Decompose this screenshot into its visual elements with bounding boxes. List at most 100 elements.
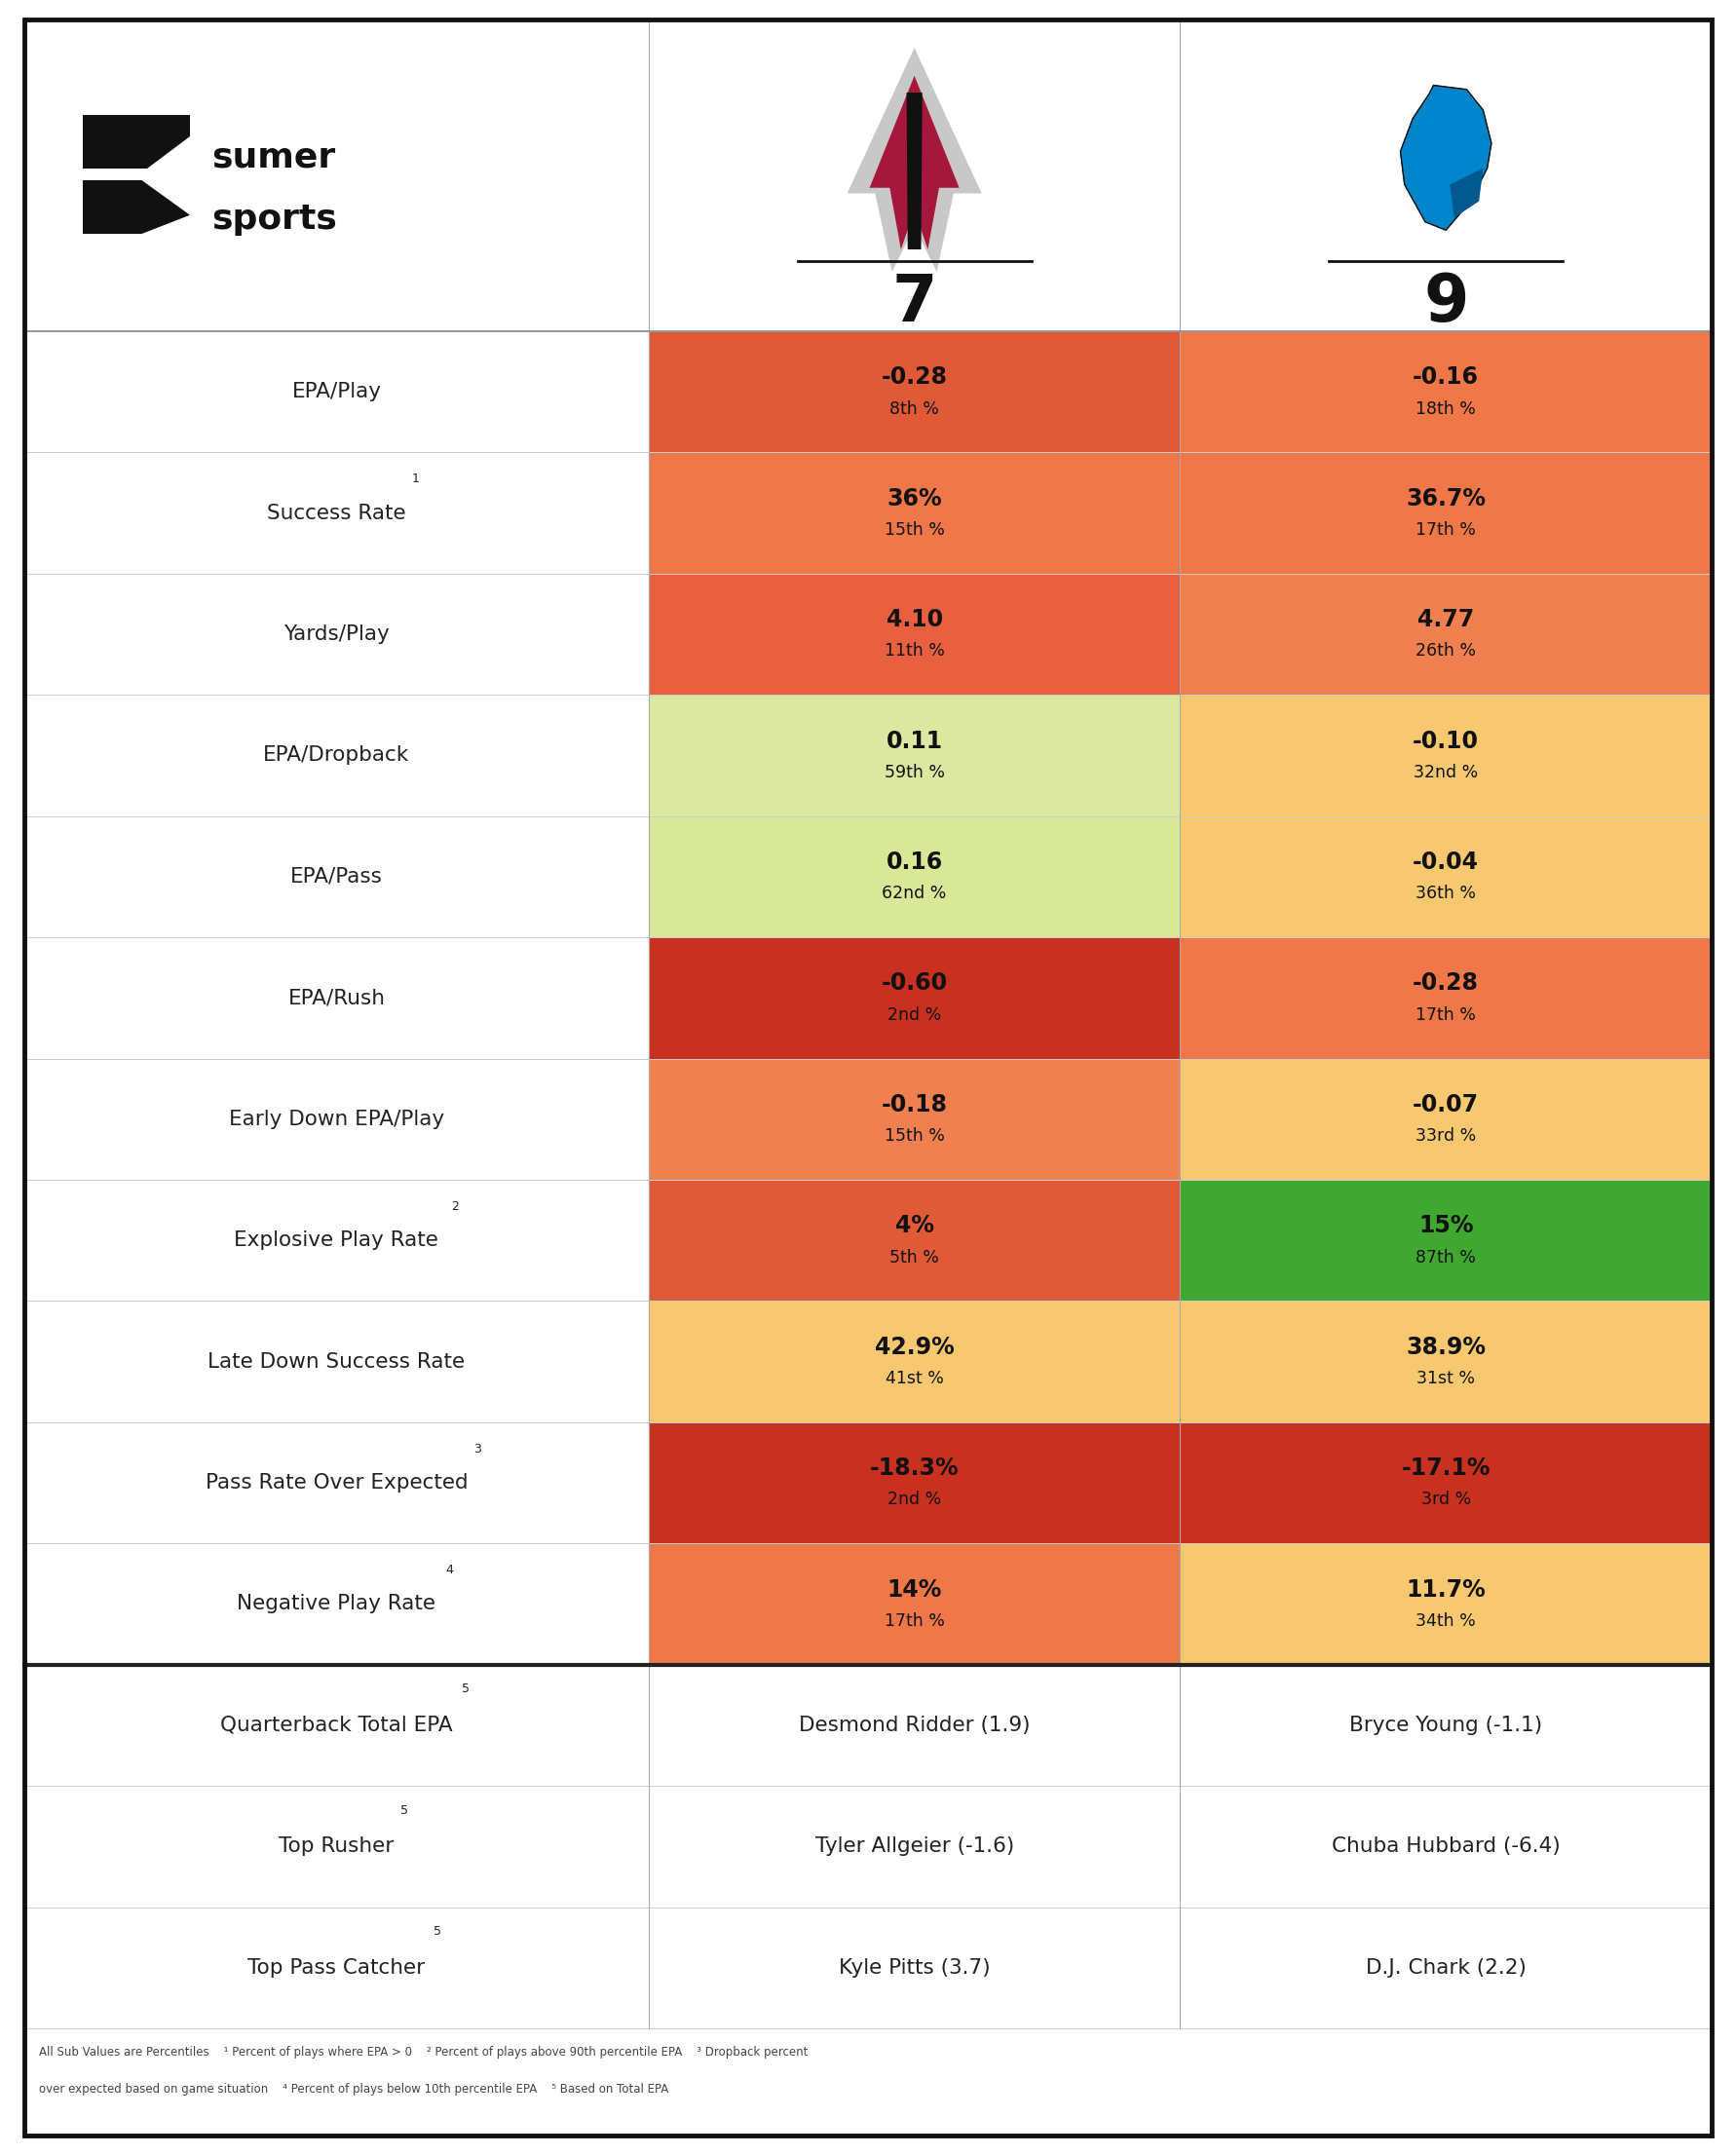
Bar: [1180, 817, 1712, 937]
Bar: [1180, 1422, 1712, 1543]
Text: 87th %: 87th %: [1417, 1248, 1476, 1267]
Text: 2nd %: 2nd %: [887, 1491, 941, 1508]
Text: 17th %: 17th %: [1417, 522, 1476, 539]
Bar: [1180, 332, 1712, 453]
Text: 32nd %: 32nd %: [1413, 763, 1477, 782]
Text: 9: 9: [1424, 272, 1469, 336]
Text: Early Down EPA/Play: Early Down EPA/Play: [229, 1110, 444, 1129]
Bar: [1180, 1058, 1712, 1179]
Text: Chuba Hubbard (-6.4): Chuba Hubbard (-6.4): [1332, 1836, 1561, 1855]
Text: 4: 4: [444, 1565, 453, 1577]
Text: -18.3%: -18.3%: [870, 1457, 958, 1480]
Text: -0.07: -0.07: [1413, 1093, 1479, 1116]
Bar: [1180, 694, 1712, 817]
Bar: [649, 453, 1180, 573]
Text: All Sub Values are Percentiles    ¹ Percent of plays where EPA > 0    ² Percent : All Sub Values are Percentiles ¹ Percent…: [38, 2045, 807, 2058]
Bar: [649, 1543, 1180, 1664]
Text: 42.9%: 42.9%: [875, 1336, 955, 1360]
Text: 17th %: 17th %: [1417, 1006, 1476, 1024]
Text: -0.04: -0.04: [1413, 851, 1479, 875]
Text: 26th %: 26th %: [1415, 642, 1476, 659]
Text: 15th %: 15th %: [884, 1127, 944, 1144]
Text: Negative Play Rate: Negative Play Rate: [238, 1595, 436, 1614]
Text: 62nd %: 62nd %: [882, 886, 946, 903]
Text: -0.16: -0.16: [1413, 366, 1479, 390]
Bar: [649, 1179, 1180, 1302]
Text: -0.28: -0.28: [882, 366, 948, 390]
Text: -0.10: -0.10: [1413, 728, 1479, 752]
Text: 36th %: 36th %: [1415, 886, 1476, 903]
Text: -0.18: -0.18: [882, 1093, 948, 1116]
Text: 15th %: 15th %: [884, 522, 944, 539]
Text: 3: 3: [474, 1442, 481, 1455]
Text: 14%: 14%: [887, 1577, 943, 1601]
Bar: [649, 573, 1180, 694]
Text: 34th %: 34th %: [1417, 1612, 1476, 1629]
Text: 36%: 36%: [887, 487, 943, 511]
Polygon shape: [847, 47, 981, 272]
Polygon shape: [870, 75, 960, 250]
Text: -0.28: -0.28: [1413, 972, 1479, 996]
Text: 4%: 4%: [896, 1213, 934, 1237]
Text: 38.9%: 38.9%: [1406, 1336, 1486, 1360]
Text: Top Rusher: Top Rusher: [279, 1836, 394, 1855]
Text: Quarterback Total EPA: Quarterback Total EPA: [220, 1715, 453, 1735]
Text: 18th %: 18th %: [1417, 401, 1476, 418]
Text: 5: 5: [401, 1804, 408, 1817]
Bar: [649, 1302, 1180, 1422]
Bar: [1180, 573, 1712, 694]
Polygon shape: [1450, 168, 1483, 218]
Text: 1: 1: [411, 472, 418, 485]
Text: Pass Rate Over Expected: Pass Rate Over Expected: [205, 1474, 467, 1493]
Text: 59th %: 59th %: [884, 763, 944, 782]
Bar: [1180, 1179, 1712, 1302]
Text: 17th %: 17th %: [884, 1612, 944, 1629]
Text: -17.1%: -17.1%: [1401, 1457, 1491, 1480]
Text: Success Rate: Success Rate: [267, 504, 406, 524]
Text: Explosive Play Rate: Explosive Play Rate: [234, 1231, 439, 1250]
Text: 5: 5: [462, 1683, 470, 1696]
Text: EPA/Pass: EPA/Pass: [290, 866, 382, 886]
Text: 4.77: 4.77: [1418, 608, 1474, 631]
Text: 11th %: 11th %: [884, 642, 944, 659]
Text: 4.10: 4.10: [885, 608, 943, 631]
Bar: [1180, 1302, 1712, 1422]
Bar: [649, 937, 1180, 1058]
Text: 8th %: 8th %: [889, 401, 939, 418]
Bar: [649, 332, 1180, 453]
Text: Late Down Success Rate: Late Down Success Rate: [208, 1351, 465, 1371]
Polygon shape: [83, 114, 189, 168]
Polygon shape: [83, 181, 189, 233]
Text: EPA/Rush: EPA/Rush: [288, 989, 385, 1009]
Bar: [1180, 453, 1712, 573]
Text: 31st %: 31st %: [1417, 1371, 1476, 1388]
Text: -0.60: -0.60: [882, 972, 948, 996]
Bar: [649, 1058, 1180, 1179]
Text: 7: 7: [892, 272, 937, 336]
Polygon shape: [1401, 86, 1491, 231]
Bar: [649, 1422, 1180, 1543]
Text: sumer: sumer: [212, 142, 335, 175]
Text: Tyler Allgeier (-1.6): Tyler Allgeier (-1.6): [814, 1836, 1014, 1855]
Text: 0.11: 0.11: [885, 728, 943, 752]
Text: Yards/Play: Yards/Play: [283, 625, 389, 644]
Text: 11.7%: 11.7%: [1406, 1577, 1486, 1601]
Bar: [1180, 937, 1712, 1058]
Polygon shape: [906, 93, 922, 250]
Text: 33rd %: 33rd %: [1415, 1127, 1476, 1144]
Text: 41st %: 41st %: [885, 1371, 944, 1388]
Text: 5: 5: [434, 1924, 441, 1937]
Bar: [649, 694, 1180, 817]
Text: 2: 2: [451, 1200, 458, 1213]
Text: Bryce Young (-1.1): Bryce Young (-1.1): [1349, 1715, 1542, 1735]
Bar: [649, 817, 1180, 937]
Text: EPA/Dropback: EPA/Dropback: [264, 746, 410, 765]
Text: sports: sports: [212, 203, 337, 235]
Text: 15%: 15%: [1418, 1213, 1474, 1237]
Text: 0.16: 0.16: [885, 851, 943, 875]
Text: 5th %: 5th %: [889, 1248, 939, 1267]
Text: Top Pass Catcher: Top Pass Catcher: [248, 1959, 425, 1978]
Text: 3rd %: 3rd %: [1422, 1491, 1470, 1508]
Text: Desmond Ridder (1.9): Desmond Ridder (1.9): [799, 1715, 1029, 1735]
Text: 2nd %: 2nd %: [887, 1006, 941, 1024]
